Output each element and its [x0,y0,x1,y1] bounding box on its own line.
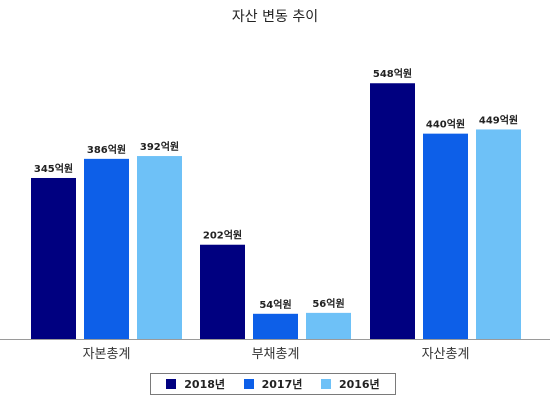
legend-swatch-2017 [243,379,254,389]
data-label-자본총계-2018년: 345억원 [34,162,73,175]
x-tick-label-부채총계: 부채총계 [252,347,300,362]
chart-title: 자산 변동 추이 [231,9,319,25]
legend-swatch-2016 [320,379,331,389]
legend-label-2017: 2017년 [261,378,303,391]
bar-자본총계-2016년 [137,156,182,339]
bar-부채총계-2017년 [253,313,298,339]
legend-label-2016: 2016년 [338,378,380,391]
x-tick-label-자산총계: 자산총계 [422,347,470,362]
data-label-자산총계-2018년: 548억원 [373,67,412,80]
data-label-자본총계-2017년: 386억원 [87,143,126,156]
chart-legend: 2018년 2017년 2016년 [150,373,396,395]
legend-item-2016: 2016년 [320,376,380,392]
legend-item-2018: 2018년 [166,376,225,392]
data-label-부채총계-2018년: 202억원 [203,229,242,242]
legend-label-2018: 2018년 [184,378,226,391]
data-label-부채총계-2017년: 54억원 [259,298,291,311]
data-label-자본총계-2016년: 392억원 [140,140,179,153]
bar-자본총계-2018년 [31,177,76,339]
bar-자본총계-2017년 [84,158,129,339]
data-label-부채총계-2016년: 56억원 [312,297,344,310]
bar-자산총계-2018년 [370,83,415,339]
x-tick-label-자본총계: 자본총계 [83,347,131,362]
legend-swatch-2018 [166,379,177,389]
legend-item-2017: 2017년 [243,376,303,392]
bar-부채총계-2016년 [306,312,351,339]
bar-부채총계-2018년 [200,244,245,339]
data-label-자산총계-2016년: 449억원 [479,113,518,126]
data-label-자산총계-2017년: 440억원 [426,118,465,131]
bar-자산총계-2016년 [476,129,521,339]
bar-자산총계-2017년 [423,133,468,339]
